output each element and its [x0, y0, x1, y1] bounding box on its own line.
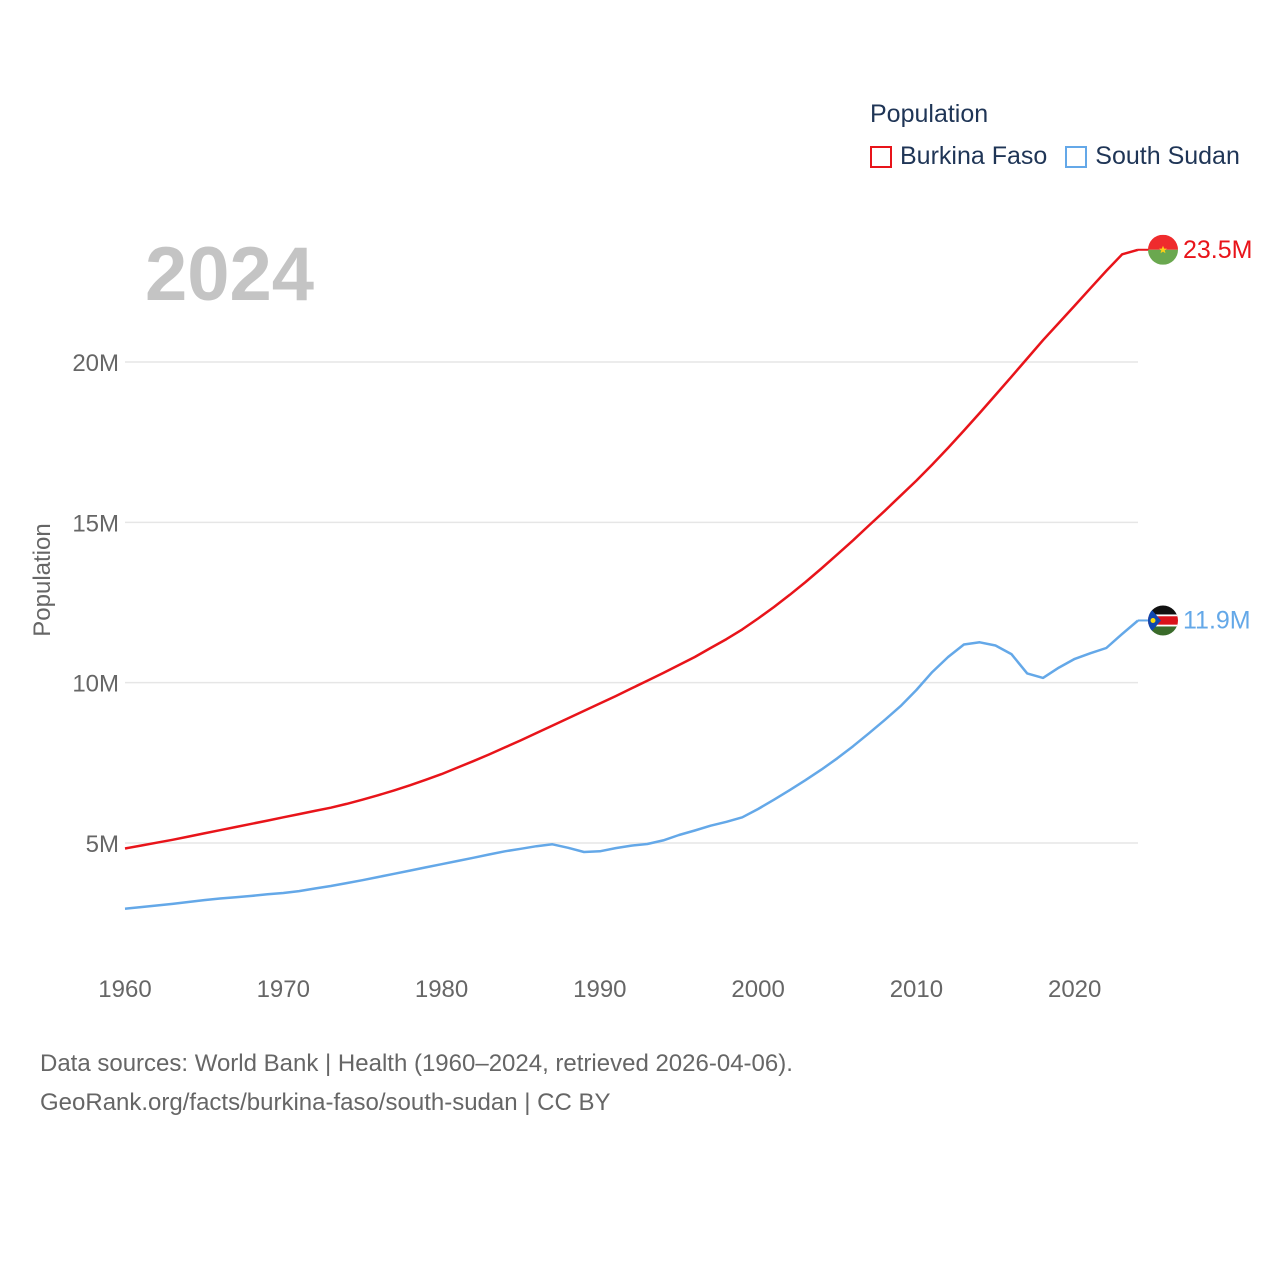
y-axis-label: Population [29, 523, 56, 636]
end-labels: 23.5M 11.9M [1183, 236, 1252, 635]
flag-markers [1138, 234, 1178, 636]
y-tick-label: 10M [72, 671, 119, 698]
legend: Burkina Faso South Sudan [870, 142, 1258, 171]
footer: Data sources: World Bank | Health (1960–… [40, 1044, 793, 1122]
series-line-burkina-faso[interactable] [124, 248, 1139, 850]
x-tick-label: 1980 [415, 976, 468, 1003]
x-axis-ticks: 1960 1970 1980 1990 2000 2010 2020 [98, 976, 1101, 1003]
y-tick-label: 15M [72, 510, 119, 537]
x-tick-label: 1990 [573, 976, 626, 1003]
legend-swatch-south-sudan [1065, 145, 1088, 168]
footer-link[interactable]: GeoRank.org/facts/burkina-faso/south-sud… [40, 1089, 611, 1116]
gridlines [125, 361, 1138, 844]
end-label-burkina-faso: 23.5M [1183, 236, 1252, 264]
y-tick-label: 5M [86, 831, 119, 858]
legend-item-burkina-faso[interactable]: Burkina Faso [870, 142, 1047, 171]
current-year-label: 2024 [145, 232, 314, 317]
legend-label-south-sudan: South Sudan [1095, 142, 1240, 170]
legend-item-south-sudan[interactable]: South Sudan [1065, 142, 1240, 171]
x-tick-label: 2010 [890, 976, 943, 1003]
x-tick-label: 2020 [1048, 976, 1101, 1003]
series-line-south-sudan[interactable] [124, 619, 1139, 910]
end-label-south-sudan: 11.9M [1183, 606, 1251, 634]
legend-swatch-burkina-faso [870, 145, 892, 168]
series-lines [124, 248, 1139, 910]
legend-label-burkina-faso: Burkina Faso [900, 142, 1048, 170]
x-tick-label: 1970 [257, 976, 310, 1003]
legend-title: Population [870, 100, 989, 128]
flag-burkina-faso-icon [1148, 234, 1178, 265]
footer-sources: Data sources: World Bank | Health (1960–… [40, 1050, 793, 1077]
x-tick-label: 2000 [731, 976, 784, 1003]
flag-south-sudan-icon [1148, 605, 1178, 636]
y-axis-ticks: 5M 10M 15M 20M [72, 350, 119, 858]
y-tick-label: 20M [72, 350, 119, 377]
x-tick-label: 1960 [98, 976, 151, 1003]
